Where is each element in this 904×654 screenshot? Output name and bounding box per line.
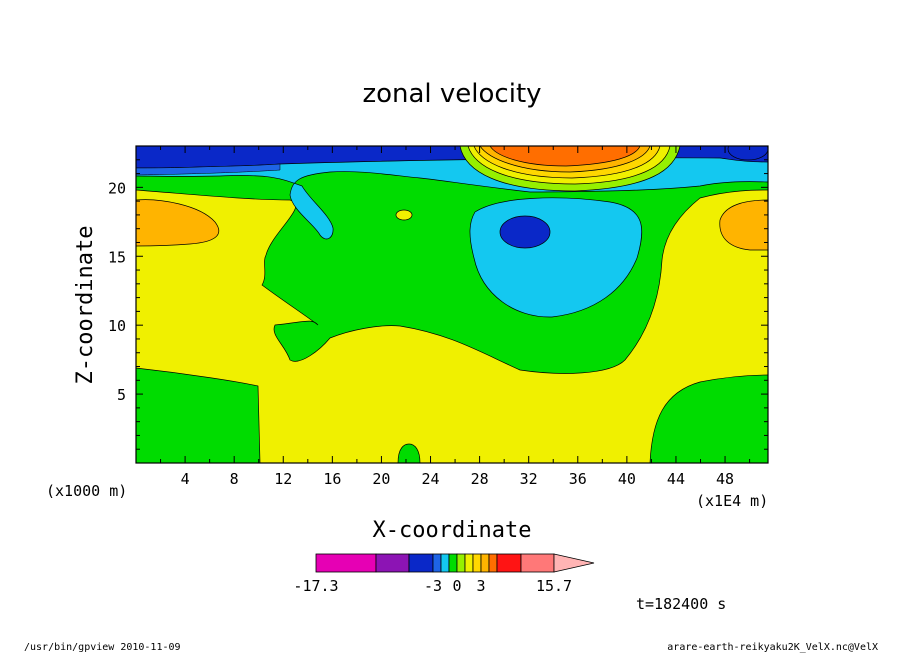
y-tick-label: 20 — [108, 179, 126, 197]
contour-field — [136, 146, 768, 463]
colorbar-swatch — [408, 553, 434, 573]
field-orange-right — [719, 199, 768, 251]
x-tick-label: 28 — [471, 470, 489, 488]
field-orange-left — [136, 199, 220, 247]
x-tick-label: 24 — [421, 470, 439, 488]
colorbar-swatch — [440, 553, 450, 573]
colorbar-swatch — [496, 553, 522, 573]
y-tick-label: 5 — [117, 386, 126, 404]
colorbar-swatch — [520, 553, 555, 573]
x-tick-label: 44 — [667, 470, 685, 488]
chart-title: zonal velocity — [362, 79, 541, 109]
x-unit-left: (x1000 m) — [46, 482, 127, 500]
x-tick-label: 32 — [520, 470, 538, 488]
colorbar-labels: -17.3 -3 0 3 15.7 — [293, 577, 572, 595]
footer-left: /usr/bin/gpview 2010-11-09 — [24, 642, 181, 653]
colorbar-swatch — [448, 553, 458, 573]
y-axis-ticks: 5 10 15 20 — [108, 159, 768, 450]
colorbar-label: 15.7 — [536, 577, 572, 595]
colorbar-swatch — [488, 553, 498, 573]
x-tick-label: 48 — [716, 470, 734, 488]
field-green-lower-right — [649, 374, 768, 463]
field-blue-top-right — [727, 146, 768, 161]
x-tick-label: 4 — [181, 470, 190, 488]
colorbar-swatch — [472, 553, 482, 573]
x-axis-ticks: 4 8 12 16 20 24 28 32 36 40 44 48 — [160, 146, 751, 488]
colorbar-swatch — [315, 553, 377, 573]
colorbar-swatch — [464, 553, 474, 573]
plot-frame — [135, 145, 769, 464]
colorbar-swatch — [432, 553, 442, 573]
x-tick-label: 8 — [230, 470, 239, 488]
field-green-lower-left — [136, 367, 261, 463]
colorbar-swatch — [456, 553, 466, 573]
colorbar-label: 0 — [452, 577, 461, 595]
x-tick-label: 20 — [372, 470, 390, 488]
footer-right: arare-earth-reikyaku2K_VelX.nc@VelX — [667, 642, 878, 653]
x-unit-right: (x1E4 m) — [696, 492, 768, 510]
colorbar-swatch — [375, 553, 410, 573]
x-tick-label: 12 — [274, 470, 292, 488]
colorbar — [315, 553, 595, 573]
y-axis-label: Z-coordinate — [73, 226, 98, 385]
colorbar-label: 3 — [476, 577, 485, 595]
colorbar-label: -17.3 — [293, 577, 338, 595]
x-axis-label: X-coordinate — [373, 518, 532, 543]
x-tick-label: 36 — [569, 470, 587, 488]
field-orange-top — [489, 146, 641, 167]
colorbar-arrow — [553, 553, 595, 573]
field-midblue-strip — [136, 163, 281, 176]
time-label: t=182400 s — [636, 595, 726, 613]
y-tick-label: 15 — [108, 248, 126, 266]
x-tick-label: 16 — [323, 470, 341, 488]
colorbar-swatch — [480, 553, 490, 573]
y-tick-label: 10 — [108, 317, 126, 335]
field-yellow-small — [395, 209, 413, 221]
x-tick-label: 40 — [618, 470, 636, 488]
colorbar-label: -3 — [424, 577, 442, 595]
field-blue-blob — [499, 215, 551, 249]
field-green-bottom-bump — [397, 443, 421, 463]
